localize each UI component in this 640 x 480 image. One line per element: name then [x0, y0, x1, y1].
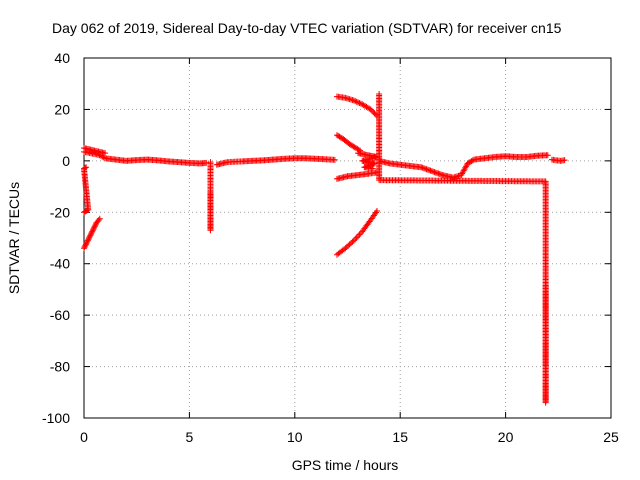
y-tick-label: -40	[50, 256, 70, 272]
x-tick-label: 15	[392, 429, 408, 445]
data-point	[95, 217, 102, 223]
data-point	[355, 99, 362, 106]
data-point	[348, 240, 355, 247]
data-point	[357, 100, 364, 107]
data-point	[370, 109, 377, 115]
x-tick-label: 5	[186, 429, 194, 445]
y-tick-label: 40	[54, 50, 70, 66]
data-point	[350, 97, 357, 104]
data-point	[92, 222, 99, 229]
data-point	[469, 157, 476, 164]
data-point	[331, 156, 338, 163]
data-point	[90, 226, 97, 232]
data-point	[355, 146, 362, 153]
y-tick-label: -100	[42, 410, 70, 426]
data-point	[87, 232, 94, 239]
grid	[84, 58, 611, 418]
data-point	[561, 157, 568, 164]
plot-frame	[83, 57, 612, 419]
data-point	[368, 107, 375, 114]
data-point	[81, 245, 87, 252]
axis-ticks: 0 5 10 15 20 25 -100 -80 -60 -40 -20 0 20 40	[42, 50, 619, 445]
data-point	[352, 98, 359, 105]
data-point	[96, 215, 103, 222]
data-point	[207, 159, 214, 166]
data-point	[353, 234, 360, 241]
data-point	[81, 244, 88, 250]
data-point	[355, 233, 362, 240]
x-tick-label: 10	[287, 429, 303, 445]
data-points	[81, 91, 568, 406]
data-point	[367, 106, 374, 113]
data-point	[345, 242, 352, 249]
data-point	[544, 152, 551, 159]
x-tick-label: 25	[603, 429, 619, 445]
data-point	[356, 100, 363, 106]
data-point	[84, 237, 91, 244]
data-point	[85, 236, 92, 243]
y-axis-title: SDTVAR / TECUs	[6, 182, 22, 294]
x-axis-title: GPS time / hours	[292, 457, 399, 473]
data-point	[369, 165, 376, 172]
data-point	[87, 231, 94, 238]
data-point	[346, 241, 353, 248]
data-point	[349, 238, 356, 245]
data-point	[352, 236, 359, 243]
data-point	[89, 228, 96, 235]
data-point	[342, 245, 349, 252]
data-point	[83, 164, 90, 171]
y-tick-label: 0	[62, 153, 70, 169]
data-point	[350, 237, 357, 244]
x-tick-label: 20	[498, 429, 514, 445]
data-point	[353, 98, 360, 105]
data-point	[82, 164, 89, 171]
data-point	[102, 150, 109, 157]
data-point	[88, 229, 95, 236]
y-tick-label: -20	[50, 204, 70, 220]
data-point	[91, 224, 98, 231]
data-point	[203, 159, 210, 166]
y-tick-label: -60	[50, 307, 70, 323]
data-point	[86, 233, 93, 240]
data-point	[343, 244, 350, 250]
data-point	[89, 227, 96, 234]
data-point	[83, 240, 90, 247]
data-point	[82, 242, 89, 249]
data-point	[91, 223, 98, 230]
y-tick-label: 20	[54, 101, 70, 117]
data-point	[356, 231, 363, 238]
data-point	[84, 238, 91, 245]
data-point	[82, 241, 89, 248]
x-tick-label: 0	[80, 429, 88, 445]
chart-title: Day 062 of 2019, Sidereal Day-to-day VTE…	[52, 20, 562, 36]
data-point	[86, 235, 93, 241]
data-point	[542, 282, 549, 289]
y-tick-label: -80	[50, 359, 70, 375]
data-point	[374, 208, 381, 214]
